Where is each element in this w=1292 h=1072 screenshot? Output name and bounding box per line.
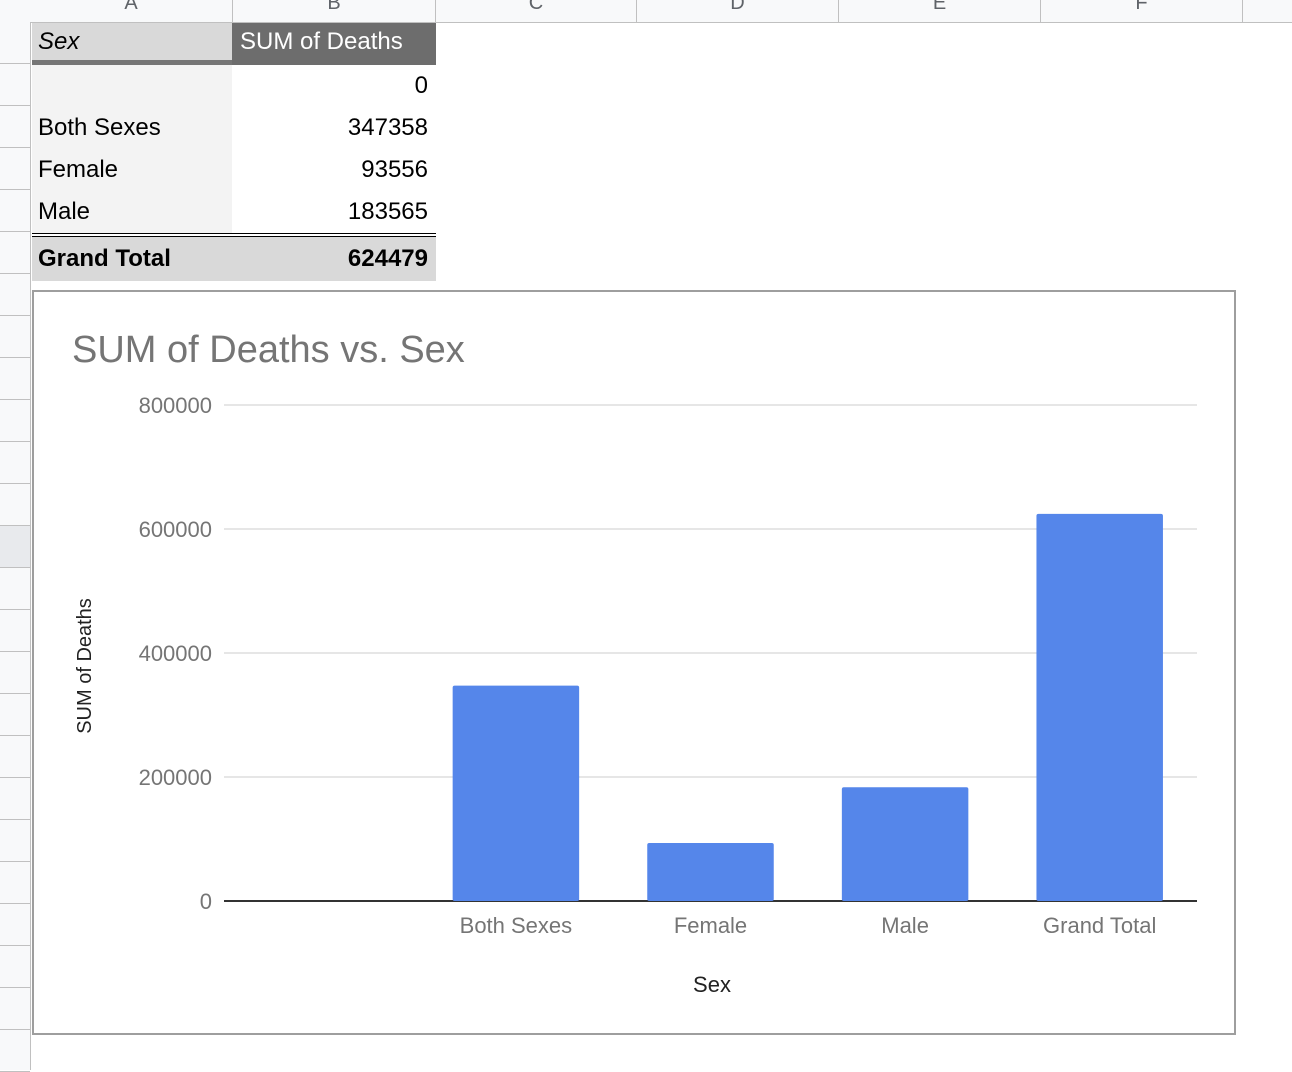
pivot-table: Sex SUM of Deaths 0 Both Sexes 347358 Fe… (32, 23, 436, 281)
pivot-row-value[interactable]: 347358 (232, 107, 436, 149)
pivot-row: 0 (32, 65, 436, 107)
row-header[interactable] (0, 736, 30, 778)
column-header-label: C (528, 0, 544, 14)
chart-title[interactable]: SUM of Deaths vs. Sex (72, 329, 465, 371)
pivot-total-label[interactable]: Grand Total (32, 237, 232, 281)
row-header[interactable] (0, 400, 30, 442)
row-header[interactable] (0, 946, 30, 988)
bar-chart[interactable]: SUM of Deaths vs. Sex SUM of Deaths Sex … (32, 290, 1236, 1035)
row-header[interactable] (0, 862, 30, 904)
row-header[interactable] (0, 22, 30, 64)
column-header-d[interactable]: D (637, 0, 839, 22)
row-header[interactable] (0, 904, 30, 946)
pivot-header-row: Sex SUM of Deaths (32, 23, 436, 65)
row-header[interactable] (0, 484, 30, 526)
bar[interactable] (1036, 513, 1163, 901)
y-tick-label: 200000 (139, 765, 212, 790)
x-tick-label: Grand Total (1043, 913, 1156, 938)
row-header[interactable] (0, 190, 30, 232)
pivot-row: Both Sexes 347358 (32, 107, 436, 149)
column-headers: A B C D E F (0, 0, 1292, 23)
pivot-row-label-header[interactable]: Sex (32, 23, 232, 65)
bars (452, 513, 1163, 901)
pivot-row-value[interactable]: 0 (232, 65, 436, 107)
y-axis-label[interactable]: SUM of Deaths (74, 598, 96, 734)
row-header[interactable] (0, 106, 30, 148)
column-header-b[interactable]: B (233, 0, 436, 22)
pivot-row-value[interactable]: 183565 (232, 191, 436, 233)
row-header[interactable] (0, 442, 30, 484)
bar[interactable] (452, 685, 580, 901)
pivot-row-value[interactable]: 93556 (232, 149, 436, 191)
row-header[interactable] (0, 232, 30, 274)
pivot-total-value[interactable]: 624479 (232, 237, 436, 281)
row-header[interactable] (0, 526, 30, 568)
column-header-label: B (327, 0, 341, 14)
row-header[interactable] (0, 358, 30, 400)
row-header[interactable] (0, 820, 30, 862)
row-header[interactable] (0, 610, 30, 652)
y-tick-label: 400000 (139, 641, 212, 666)
column-header-label: E (932, 0, 947, 14)
x-axis-label[interactable]: Sex (693, 972, 731, 997)
row-header[interactable] (0, 148, 30, 190)
column-header-label: F (1135, 0, 1148, 14)
pivot-row-label[interactable]: Male (32, 191, 232, 233)
tick-labels: 0 200000 400000 600000 800000 Both Sexes Femal… (139, 393, 1157, 938)
pivot-row-label[interactable] (32, 65, 232, 107)
y-tick-label: 600000 (139, 517, 212, 542)
column-header-label: D (730, 0, 745, 14)
pivot-row: Female 93556 (32, 149, 436, 191)
row-header[interactable] (0, 778, 30, 820)
pivot-total-row: Grand Total 624479 (32, 233, 436, 281)
row-header[interactable] (0, 694, 30, 736)
pivot-value-header[interactable]: SUM of Deaths (232, 23, 436, 65)
pivot-row: Male 183565 (32, 191, 436, 233)
pivot-row-label[interactable]: Both Sexes (32, 107, 232, 149)
bar[interactable] (841, 787, 969, 901)
row-header[interactable] (0, 988, 30, 1030)
y-tick-label: 0 (200, 889, 212, 914)
row-header[interactable] (0, 316, 30, 358)
column-header-e[interactable]: E (839, 0, 1041, 22)
row-header[interactable] (0, 652, 30, 694)
column-header-a[interactable]: A (30, 0, 233, 22)
column-header-c[interactable]: C (436, 0, 637, 22)
y-tick-label: 800000 (139, 393, 212, 418)
x-tick-label: Both Sexes (460, 913, 573, 938)
row-header[interactable] (0, 1030, 30, 1072)
chart-canvas: SUM of Deaths vs. Sex SUM of Deaths Sex … (72, 329, 1197, 997)
row-header[interactable] (0, 568, 30, 610)
column-header-f[interactable]: F (1041, 0, 1243, 22)
x-tick-label: Female (674, 913, 747, 938)
column-header-label: A (124, 0, 138, 14)
x-tick-label: Male (881, 913, 929, 938)
row-header[interactable] (0, 64, 30, 106)
row-headers (0, 22, 31, 1072)
row-header[interactable] (0, 274, 30, 316)
bar[interactable] (647, 842, 774, 901)
pivot-row-label[interactable]: Female (32, 149, 232, 191)
